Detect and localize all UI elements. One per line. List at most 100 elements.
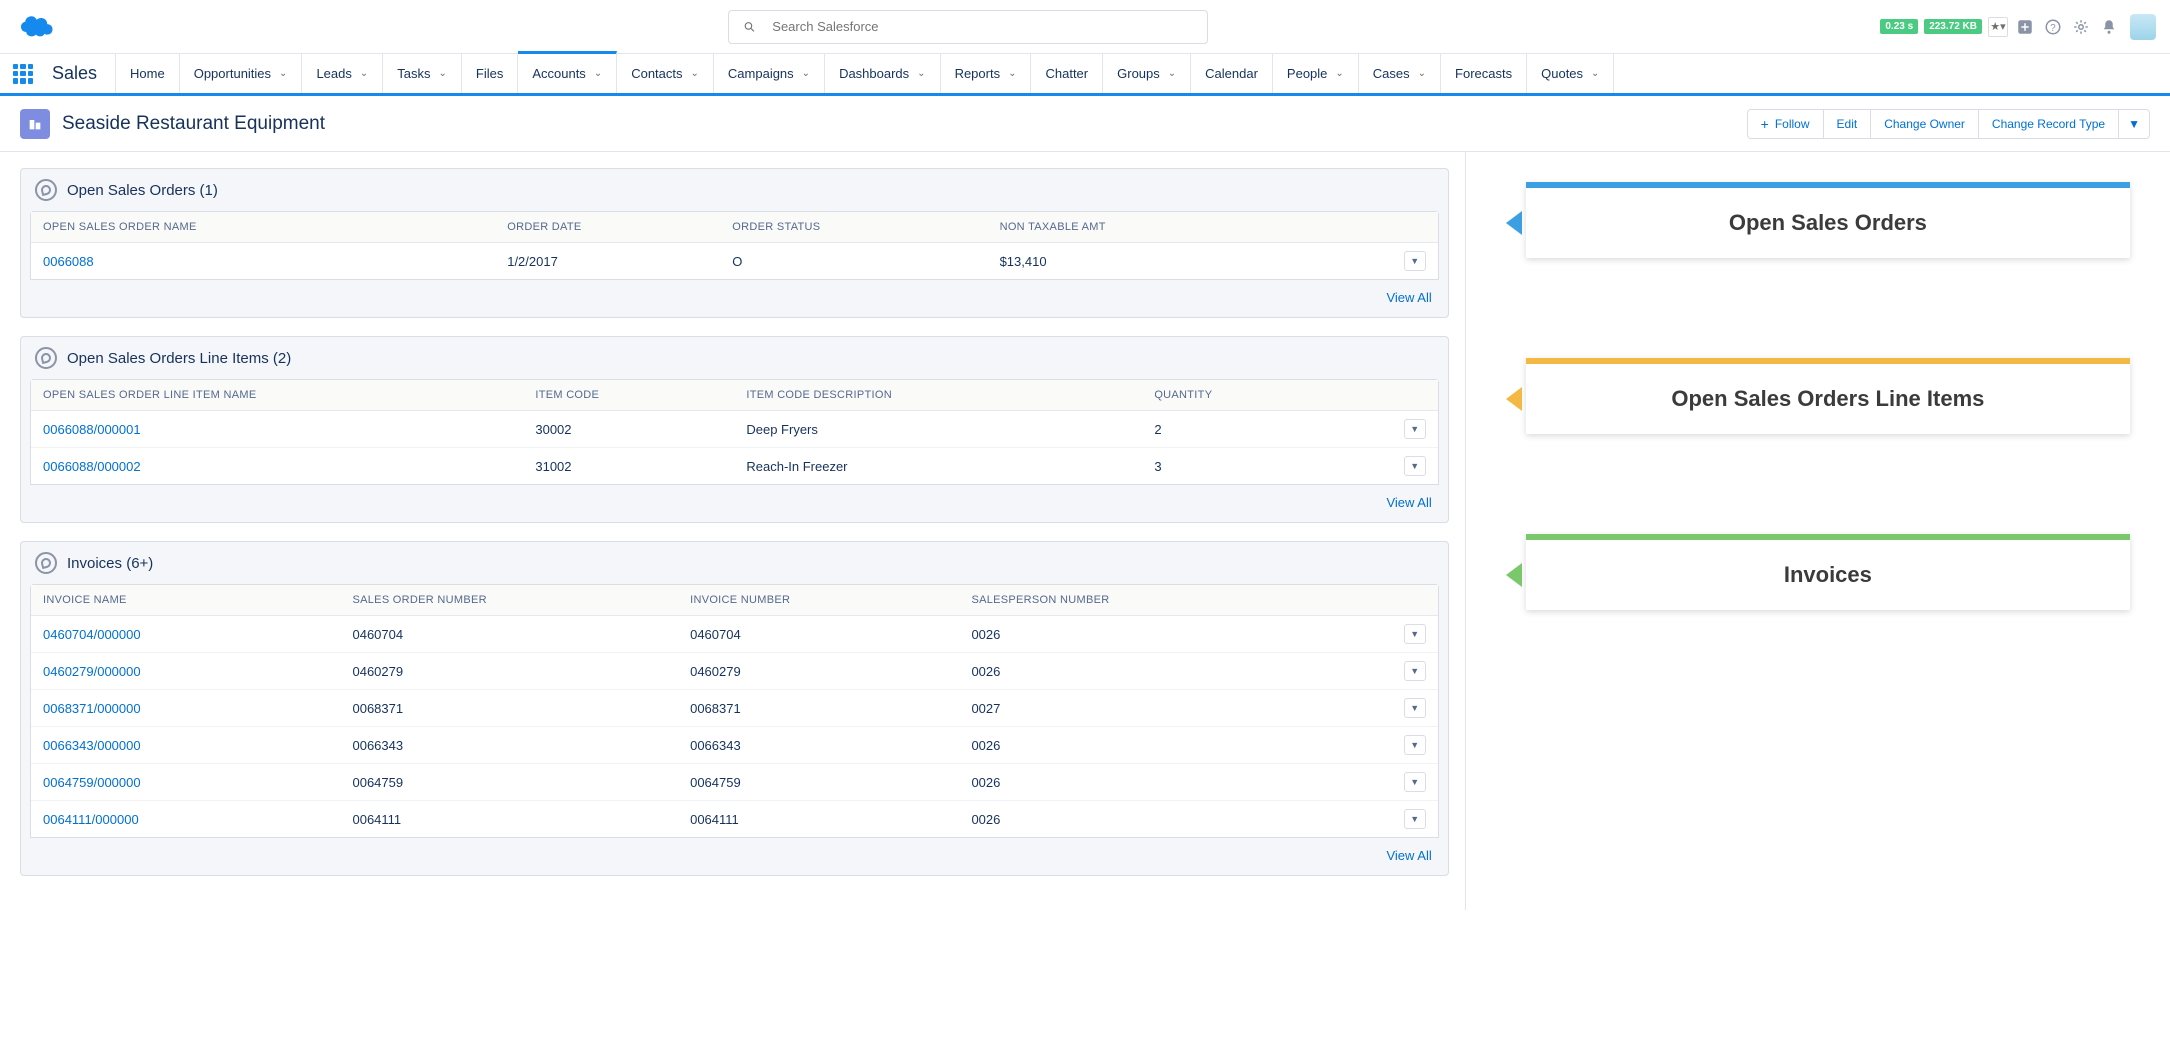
related-list-icon — [35, 179, 57, 201]
edit-button[interactable]: Edit — [1824, 109, 1872, 139]
callout-card: Invoices — [1526, 534, 2130, 610]
row-actions-menu[interactable]: ▼ — [1404, 456, 1426, 476]
record-link[interactable]: 0068371/000000 — [31, 689, 340, 726]
view-all-link[interactable]: View All — [21, 838, 1448, 875]
svg-text:?: ? — [2050, 22, 2056, 33]
col-header: INVOICE NUMBER — [678, 585, 959, 616]
nav-tab-chatter[interactable]: Chatter — [1031, 54, 1103, 93]
change-record-type-button[interactable]: Change Record Type — [1979, 109, 2119, 139]
col-header: ORDER DATE — [495, 212, 720, 243]
table-row: 0068371/000000006837100683710027▼ — [31, 689, 1438, 726]
cell: 0068371 — [678, 689, 959, 726]
view-all-link[interactable]: View All — [21, 485, 1448, 522]
related-table: OPEN SALES ORDER NAMEORDER DATEORDER STA… — [30, 211, 1439, 280]
cell: 0026 — [959, 800, 1325, 837]
table-row: 0066343/000000006634300663430026▼ — [31, 726, 1438, 763]
cell: 2 — [1142, 411, 1325, 447]
col-header: QUANTITY — [1142, 380, 1325, 411]
arrow-icon — [1506, 563, 1522, 587]
perf-size-badge: 223.72 KB — [1924, 19, 1982, 34]
setup-gear-icon[interactable] — [2070, 16, 2092, 38]
salesforce-logo[interactable] — [14, 11, 56, 42]
record-link[interactable]: 0066088 — [31, 243, 495, 279]
nav-tab-accounts[interactable]: Accounts⌄ — [518, 51, 617, 93]
nav-tab-reports[interactable]: Reports⌄ — [941, 54, 1032, 93]
global-search[interactable] — [728, 10, 1208, 44]
record-link[interactable]: 0460279/000000 — [31, 652, 340, 689]
help-icon[interactable]: ? — [2042, 16, 2064, 38]
more-actions-button[interactable]: ▼ — [2119, 109, 2150, 139]
related-list-oso: Open Sales Orders (1)OPEN SALES ORDER NA… — [20, 168, 1449, 318]
chevron-down-icon[interactable]: ⌄ — [691, 68, 699, 79]
callout-card: Open Sales Orders Line Items — [1526, 358, 2130, 434]
cell: Reach-In Freezer — [734, 447, 1142, 484]
card-title: Open Sales Orders Line Items (2) — [67, 350, 291, 367]
row-actions-menu[interactable]: ▼ — [1404, 735, 1426, 755]
record-title: Seaside Restaurant Equipment — [62, 113, 325, 135]
related-table: INVOICE NAMESALES ORDER NUMBERINVOICE NU… — [30, 584, 1439, 838]
cell: 0460704 — [340, 616, 678, 652]
record-link[interactable]: 0066088/000001 — [31, 411, 523, 447]
chevron-down-icon[interactable]: ⌄ — [1335, 68, 1343, 79]
cell: 31002 — [523, 447, 734, 484]
cell: 0064759 — [340, 763, 678, 800]
nav-tab-forecasts[interactable]: Forecasts — [1441, 54, 1527, 93]
change-owner-button[interactable]: Change Owner — [1871, 109, 1979, 139]
nav-tab-leads[interactable]: Leads⌄ — [302, 54, 383, 93]
nav-tab-calendar[interactable]: Calendar — [1191, 54, 1273, 93]
record-link[interactable]: 0064111/000000 — [31, 800, 340, 837]
nav-tab-tasks[interactable]: Tasks⌄ — [383, 54, 462, 93]
table-row: 0064111/000000006411100641110026▼ — [31, 800, 1438, 837]
view-all-link[interactable]: View All — [21, 280, 1448, 317]
row-actions-menu[interactable]: ▼ — [1404, 624, 1426, 644]
nav-tab-contacts[interactable]: Contacts⌄ — [617, 54, 714, 93]
nav-tab-quotes[interactable]: Quotes⌄ — [1527, 54, 1614, 93]
record-link[interactable]: 0064759/000000 — [31, 763, 340, 800]
related-list-icon — [35, 347, 57, 369]
chevron-down-icon[interactable]: ⌄ — [1168, 68, 1176, 79]
favorite-button[interactable]: ★▾ — [1988, 17, 2008, 37]
chevron-down-icon[interactable]: ⌄ — [279, 68, 287, 79]
chevron-down-icon[interactable]: ⌄ — [594, 68, 602, 79]
record-link[interactable]: 0066088/000002 — [31, 447, 523, 484]
chevron-down-icon[interactable]: ⌄ — [917, 68, 925, 79]
chevron-down-icon[interactable]: ⌄ — [1418, 68, 1426, 79]
nav-tab-people[interactable]: People⌄ — [1273, 54, 1359, 93]
cell: 0460704 — [678, 616, 959, 652]
chevron-down-icon[interactable]: ⌄ — [1591, 68, 1599, 79]
nav-tab-opportunities[interactable]: Opportunities⌄ — [180, 54, 303, 93]
row-actions-menu[interactable]: ▼ — [1404, 419, 1426, 439]
row-actions-menu[interactable]: ▼ — [1404, 772, 1426, 792]
cell: 0066343 — [340, 726, 678, 763]
record-link[interactable]: 0066343/000000 — [31, 726, 340, 763]
row-actions-menu[interactable]: ▼ — [1404, 809, 1426, 829]
nav-tab-files[interactable]: Files — [462, 54, 518, 93]
nav-tab-cases[interactable]: Cases⌄ — [1359, 54, 1441, 93]
row-actions-menu[interactable]: ▼ — [1404, 251, 1426, 271]
chevron-down-icon[interactable]: ⌄ — [802, 68, 810, 79]
col-header: ITEM CODE — [523, 380, 734, 411]
search-input[interactable] — [772, 19, 1193, 34]
nav-tab-groups[interactable]: Groups⌄ — [1103, 54, 1191, 93]
user-avatar[interactable] — [2130, 14, 2156, 40]
arrow-icon — [1506, 387, 1522, 411]
row-actions-menu[interactable]: ▼ — [1404, 661, 1426, 681]
app-launcher[interactable] — [0, 54, 46, 93]
cell: 0027 — [959, 689, 1325, 726]
nav-tab-dashboards[interactable]: Dashboards⌄ — [825, 54, 941, 93]
chevron-down-icon[interactable]: ⌄ — [438, 68, 446, 79]
notifications-bell-icon[interactable] — [2098, 16, 2120, 38]
chevron-down-icon[interactable]: ⌄ — [1008, 68, 1016, 79]
add-icon[interactable] — [2014, 16, 2036, 38]
cell: 0460279 — [678, 652, 959, 689]
chevron-down-icon[interactable]: ⌄ — [360, 68, 368, 79]
record-header: Seaside Restaurant Equipment +Follow Edi… — [0, 96, 2170, 152]
arrow-icon — [1506, 211, 1522, 235]
nav-tab-campaigns[interactable]: Campaigns⌄ — [714, 54, 825, 93]
follow-button[interactable]: +Follow — [1747, 109, 1824, 139]
row-actions-menu[interactable]: ▼ — [1404, 698, 1426, 718]
cell: $13,410 — [988, 243, 1326, 279]
nav-tab-home[interactable]: Home — [116, 54, 180, 93]
record-link[interactable]: 0460704/000000 — [31, 616, 340, 652]
global-header: 0.23 s 223.72 KB ★▾ ? — [0, 0, 2170, 54]
